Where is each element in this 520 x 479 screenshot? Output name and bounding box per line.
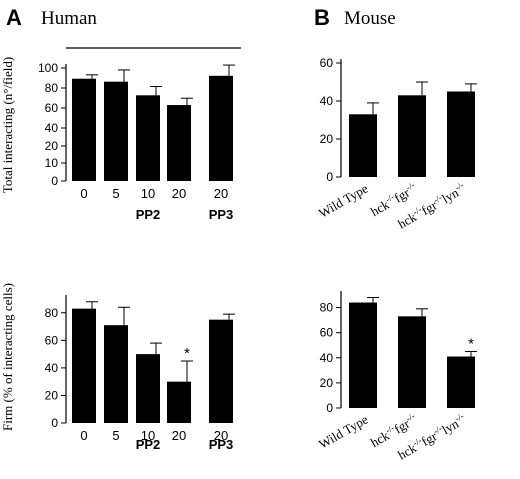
panel-letter-b: B: [314, 5, 330, 30]
y-tick-label: 60: [45, 333, 59, 347]
significance-mark: *: [468, 336, 474, 353]
y-tick-label: 0: [51, 416, 58, 430]
y-tick-label: 80: [45, 81, 59, 95]
genotype-text: Wild Type: [316, 180, 371, 220]
y-tick-label: 40: [45, 121, 59, 135]
bar: [72, 308, 96, 423]
genotype-text: lyn: [439, 185, 461, 207]
chart-mouse-firm: 0 20 40 60 80 * Wild Typehck-/-fgr-/-hck-/-fgr…: [316, 291, 477, 463]
bar: [349, 114, 377, 177]
genotype-text: lyn: [439, 416, 461, 438]
bar: [104, 81, 128, 181]
bar: [447, 356, 475, 408]
bar: [167, 381, 191, 423]
y-tick-label: 100: [38, 61, 58, 75]
x-tick-label: 10: [141, 186, 155, 201]
genotype-text: fgr: [391, 416, 412, 437]
x-tick-label: 20: [214, 428, 228, 443]
y-tick-label: 20: [45, 139, 59, 153]
genotype-text: fgr: [419, 197, 440, 218]
bar: [104, 325, 128, 423]
bar: [209, 319, 233, 423]
bar: [349, 302, 377, 408]
y-tick-label: 60: [320, 326, 334, 340]
y-tick-label: 60: [45, 101, 59, 115]
bar: [209, 75, 233, 181]
bar: [167, 105, 191, 181]
x-tick-label: Wild Type: [316, 180, 371, 220]
x-tick-label: hck-/-fgr-/-lyn-/-: [395, 411, 469, 463]
bar: [447, 91, 475, 177]
x-tick-label: 20: [214, 186, 228, 201]
x-tick-label: hck-/-fgr-/-: [367, 411, 419, 450]
genotype-text: Wild Type: [316, 411, 371, 451]
x-tick-label: 20: [172, 428, 186, 443]
bar: [136, 95, 160, 181]
significance-mark: *: [184, 345, 190, 362]
panel-letter-a: A: [6, 5, 22, 30]
genotype-text: fgr: [419, 428, 440, 449]
y-tick-label: 20: [320, 376, 334, 390]
y-tick-label: 60: [320, 56, 334, 70]
group-label: PP3: [209, 207, 234, 222]
y-tick-label: 0: [326, 170, 333, 184]
y-tick-label: 0: [51, 174, 58, 188]
y-tick-label: 20: [320, 132, 334, 146]
x-tick-label: 0: [80, 428, 87, 443]
genotype-text: fgr: [391, 185, 412, 206]
x-tick-label: 20: [172, 186, 186, 201]
x-tick-label: hck-/-fgr-/-lyn-/-: [395, 180, 469, 232]
x-tick-label: 5: [112, 186, 119, 201]
y-axis-label: Total interacting (n°/field): [0, 57, 15, 193]
y-axis-label: Firm (% of interacting cells): [0, 283, 15, 431]
y-tick-label: 80: [45, 306, 59, 320]
y-tick-label: 80: [320, 301, 334, 315]
x-tick-label: Wild Type: [316, 411, 371, 451]
group-label: PP2: [136, 207, 161, 222]
chart-human-firm: 0 20 40 60 80 Firm (% of interacting cells) * 0…: [0, 283, 235, 452]
y-tick-label: 40: [320, 351, 334, 365]
y-tick-label: 0: [326, 401, 333, 415]
group-label: PP3: [209, 437, 234, 452]
bar: [136, 354, 160, 423]
bar: [398, 95, 426, 177]
panel-title-human: Human: [41, 8, 97, 29]
y-tick-label: 20: [45, 388, 59, 402]
y-tick-label: 40: [320, 94, 334, 108]
x-tick-label: 10: [141, 428, 155, 443]
bar: [72, 78, 96, 181]
x-tick-label: 5: [112, 428, 119, 443]
y-tick-label: 40: [45, 361, 59, 375]
panel-title-mouse: Mouse: [344, 8, 396, 29]
bar: [398, 316, 426, 408]
group-label: PP2: [136, 437, 161, 452]
y-tick-label: 10: [45, 156, 59, 170]
x-tick-label: 0: [80, 186, 87, 201]
